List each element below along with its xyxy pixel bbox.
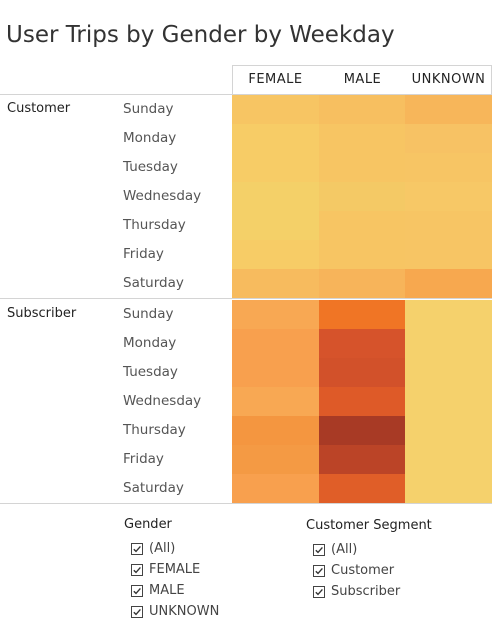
heatmap-cell[interactable]	[405, 329, 492, 358]
day-label-wednesday: Wednesday	[123, 188, 202, 204]
gender-legend-title: Gender	[124, 517, 172, 532]
heatmap-cell[interactable]	[232, 329, 319, 358]
gender-filter-label: (All)	[149, 541, 176, 556]
heatmap-cell[interactable]	[319, 329, 406, 358]
heatmap-cell[interactable]	[232, 445, 319, 474]
day-label-friday: Friday	[123, 451, 164, 467]
day-label-sunday: Sunday	[123, 306, 174, 322]
day-label-wednesday: Wednesday	[123, 393, 202, 409]
heatmap-cell[interactable]	[319, 153, 406, 182]
heatmap-cell[interactable]	[232, 211, 319, 240]
segment-label-customer: Customer	[7, 101, 71, 116]
gender-filter-option[interactable]: MALE	[131, 583, 185, 598]
heatmap-cell[interactable]	[319, 269, 406, 298]
heatmap-cell[interactable]	[405, 182, 492, 211]
day-label-tuesday: Tuesday	[123, 364, 178, 380]
heatmap-cell[interactable]	[232, 240, 319, 269]
heatmap-cell[interactable]	[232, 474, 319, 503]
heatmap-cell[interactable]	[232, 95, 319, 124]
heatmap-cell[interactable]	[405, 300, 492, 329]
heatmap-cell[interactable]	[405, 445, 492, 474]
segment-filter-label: (All)	[331, 542, 358, 557]
heatmap-cell[interactable]	[232, 300, 319, 329]
header-top-divider	[232, 65, 492, 66]
table-bottom-divider	[0, 503, 492, 504]
segment-filter-option[interactable]: (All)	[313, 542, 357, 557]
heatmap-cell[interactable]	[405, 124, 492, 153]
heatmap-cell[interactable]	[232, 124, 319, 153]
heatmap-cell[interactable]	[405, 416, 492, 445]
day-label-thursday: Thursday	[123, 217, 186, 233]
heatmap-cell[interactable]	[232, 387, 319, 416]
heatmap-cell[interactable]	[319, 124, 406, 153]
heatmap-cell[interactable]	[405, 95, 492, 124]
segment-filter-label: Subscriber	[331, 584, 401, 599]
heatmap-cell[interactable]	[319, 387, 406, 416]
heatmap-cell[interactable]	[405, 358, 492, 387]
heatmap-cell[interactable]	[232, 358, 319, 387]
header-bottom-divider	[0, 94, 492, 95]
checkbox-checked-icon[interactable]	[313, 543, 325, 556]
heatmap-cell[interactable]	[319, 358, 406, 387]
day-label-monday: Monday	[123, 130, 177, 146]
segment-filter-option[interactable]: Subscriber	[313, 584, 400, 599]
chart-title: User Trips by Gender by Weekday	[6, 22, 395, 48]
segment-legend-title: Customer Segment	[306, 518, 432, 533]
day-label-thursday: Thursday	[123, 422, 186, 438]
gender-filter-option[interactable]: FEMALE	[131, 562, 200, 577]
gender-filter-label: MALE	[149, 583, 185, 598]
day-label-sunday: Sunday	[123, 101, 174, 117]
heatmap-cell[interactable]	[232, 182, 319, 211]
checkbox-checked-icon[interactable]	[313, 564, 325, 577]
gender-filter-label: FEMALE	[149, 562, 201, 577]
heatmap-cell[interactable]	[405, 474, 492, 503]
heatmap-cell[interactable]	[232, 153, 319, 182]
group-divider	[0, 298, 492, 299]
heatmap-cell[interactable]	[319, 416, 406, 445]
heatmap-cell[interactable]	[232, 269, 319, 298]
heatmap-cell[interactable]	[319, 95, 406, 124]
heatmap-cell[interactable]	[232, 416, 319, 445]
day-label-friday: Friday	[123, 246, 164, 262]
heatmap-cell[interactable]	[405, 387, 492, 416]
day-label-monday: Monday	[123, 335, 177, 351]
day-label-tuesday: Tuesday	[123, 159, 178, 175]
heatmap-cell[interactable]	[319, 240, 406, 269]
heatmap-cell[interactable]	[319, 211, 406, 240]
checkbox-checked-icon[interactable]	[131, 584, 143, 597]
gender-filter-option[interactable]: UNKNOWN	[131, 604, 219, 619]
header-right-divider	[491, 65, 492, 95]
column-header-female: FEMALE	[248, 72, 303, 87]
checkbox-checked-icon[interactable]	[131, 563, 143, 576]
segment-filter-label: Customer	[331, 563, 395, 578]
heatmap-cell[interactable]	[405, 240, 492, 269]
heatmap-cell[interactable]	[319, 182, 406, 211]
heatmap-cell[interactable]	[405, 211, 492, 240]
heatmap-cell[interactable]	[319, 445, 406, 474]
column-header-male: MALE	[343, 72, 382, 87]
segment-label-subscriber: Subscriber	[7, 306, 77, 321]
segment-filter-option[interactable]: Customer	[313, 563, 394, 578]
heatmap-cell[interactable]	[405, 153, 492, 182]
gender-filter-label: UNKNOWN	[149, 604, 220, 619]
checkbox-checked-icon[interactable]	[131, 542, 143, 555]
day-label-saturday: Saturday	[123, 480, 184, 496]
checkbox-checked-icon[interactable]	[313, 585, 325, 598]
column-header-unknown: UNKNOWN	[411, 72, 486, 87]
day-label-saturday: Saturday	[123, 275, 184, 291]
header-left-divider	[232, 65, 233, 95]
heatmap-cell[interactable]	[319, 300, 406, 329]
heatmap-cell[interactable]	[319, 474, 406, 503]
gender-filter-option[interactable]: (All)	[131, 541, 175, 556]
checkbox-checked-icon[interactable]	[131, 605, 143, 618]
heatmap-cell[interactable]	[405, 269, 492, 298]
